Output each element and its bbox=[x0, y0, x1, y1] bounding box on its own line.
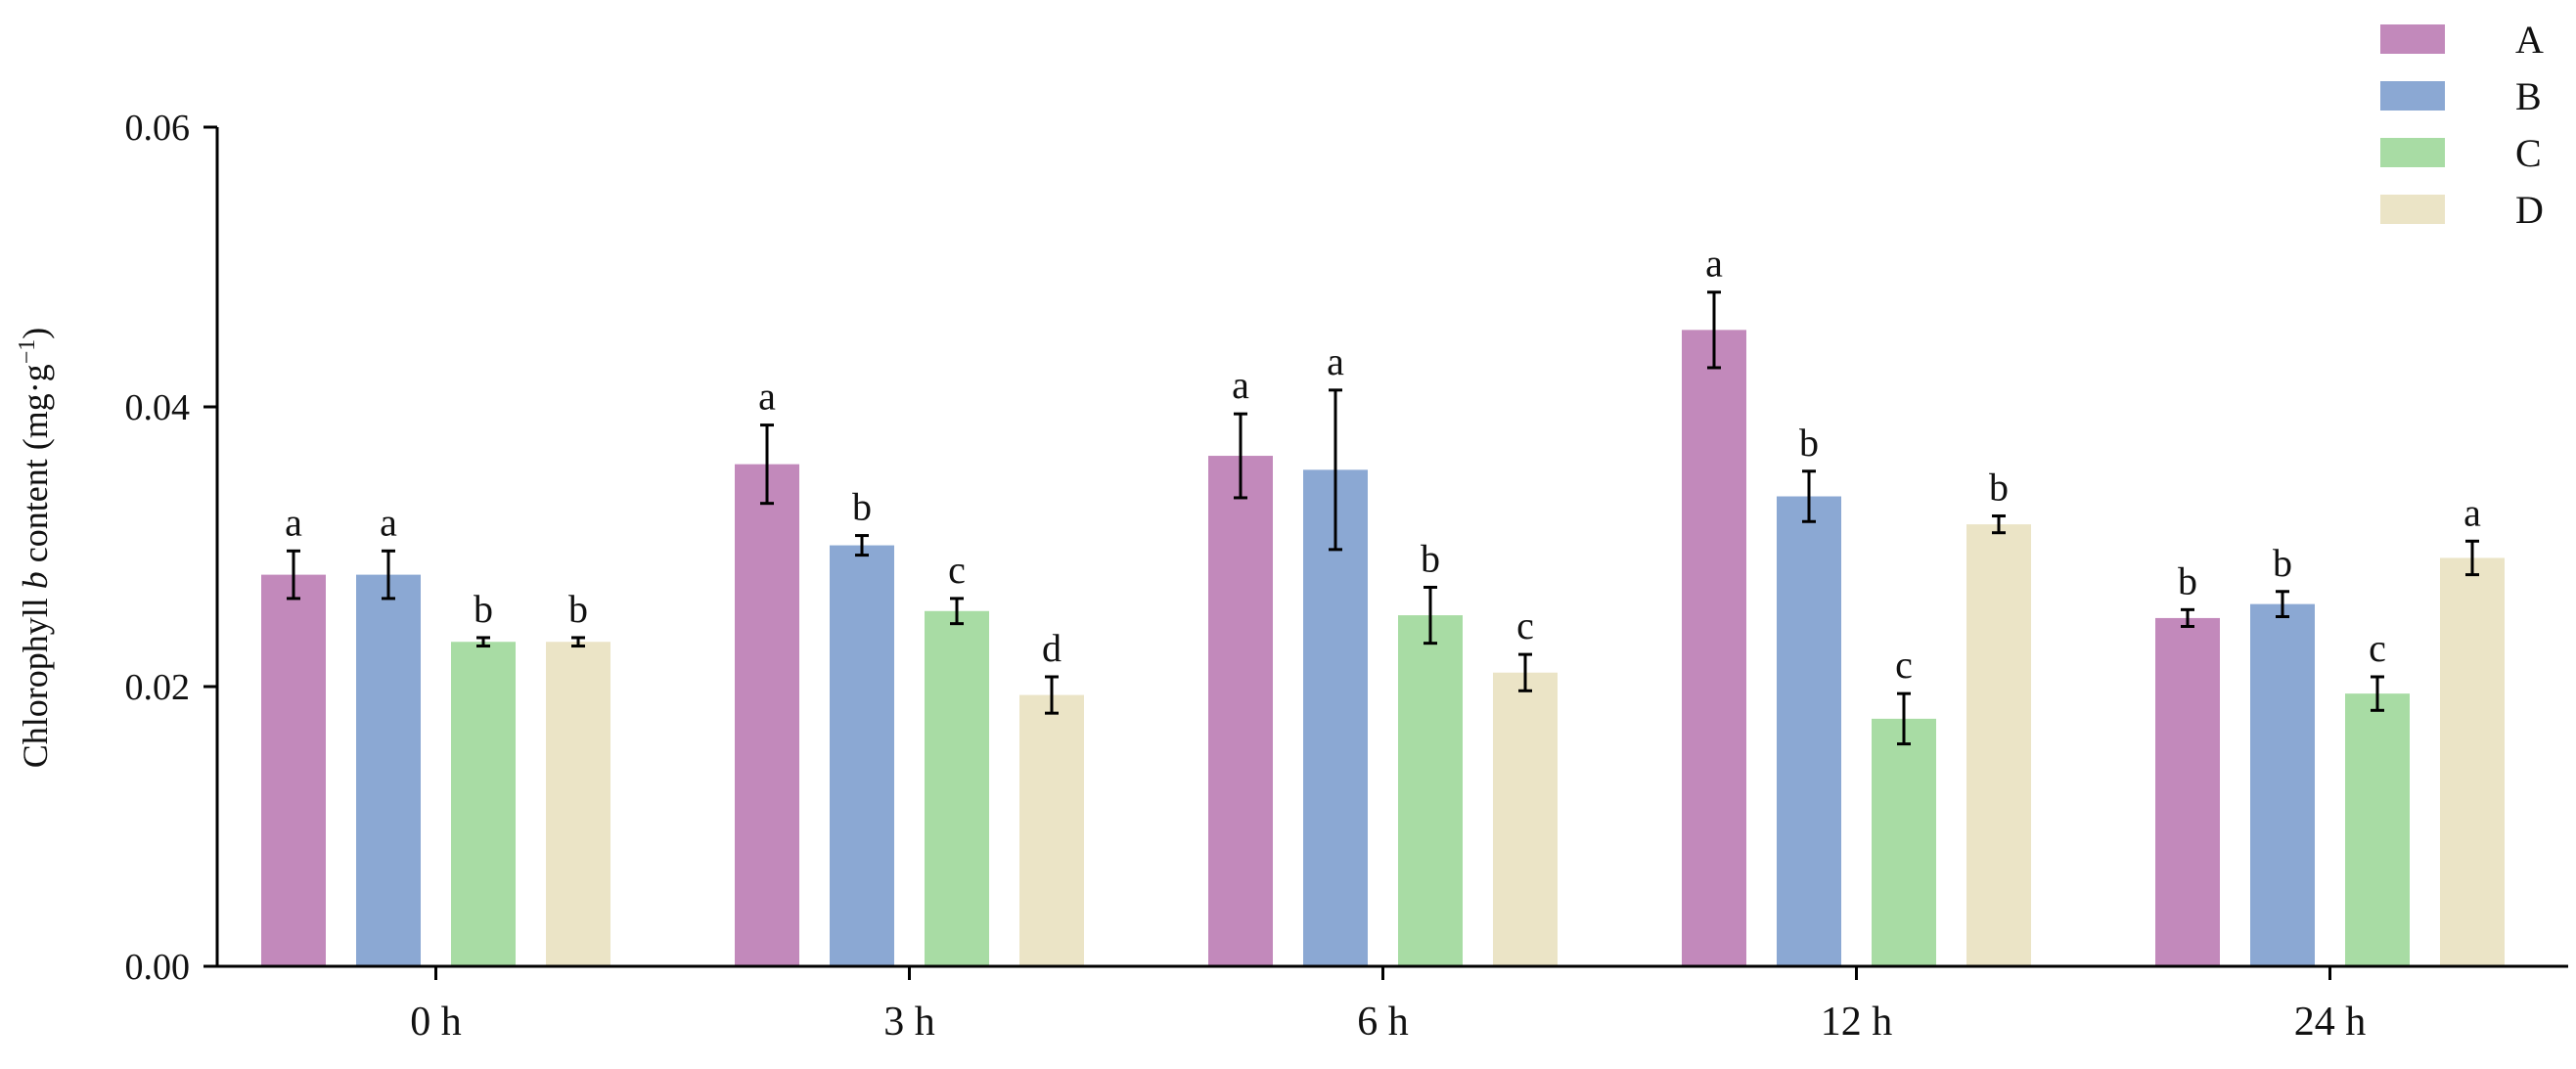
bar-b bbox=[1303, 469, 1368, 966]
significance-label: b bbox=[852, 485, 872, 529]
bar-c bbox=[1398, 615, 1463, 966]
significance-label: c bbox=[1516, 603, 1534, 647]
x-tick-label: 6 h bbox=[1357, 1000, 1409, 1045]
bar-a bbox=[2155, 617, 2220, 966]
bar-a bbox=[1682, 330, 1746, 967]
y-tick-label: 0.00 bbox=[125, 947, 191, 988]
legend-swatch-d bbox=[2380, 195, 2445, 224]
significance-label: a bbox=[1327, 339, 1344, 383]
x-tick-label: 24 h bbox=[2294, 1000, 2367, 1045]
y-axis-title: Chlorophyll b content (mg·g−1) bbox=[15, 328, 55, 769]
y-tick-label: 0.02 bbox=[125, 667, 191, 708]
significance-label: b bbox=[1421, 536, 1440, 580]
bars-layer bbox=[261, 330, 2505, 967]
bar-c bbox=[2345, 693, 2410, 966]
significance-label: b bbox=[568, 587, 588, 631]
significance-labels-layer: a a b b a b c d a a b c a b c b b b c a bbox=[285, 242, 2481, 687]
error-bars-layer bbox=[287, 290, 2479, 746]
bar-d bbox=[1019, 694, 1084, 966]
y-axis-title-part-2: b bbox=[16, 571, 55, 589]
legend-swatch-a bbox=[2380, 24, 2445, 54]
significance-label: a bbox=[2463, 490, 2481, 534]
legend-label-a: A bbox=[2515, 18, 2544, 62]
x-tick-label: 3 h bbox=[883, 1000, 935, 1045]
significance-label: a bbox=[758, 375, 776, 419]
y-axis-title-part-1: Chlorophyll bbox=[16, 589, 55, 768]
bar-d bbox=[2440, 557, 2505, 966]
significance-label: c bbox=[1895, 643, 1913, 687]
bar-a bbox=[261, 574, 326, 966]
bar-b bbox=[1777, 496, 1841, 966]
bar-c bbox=[925, 610, 989, 966]
bar-a bbox=[735, 464, 799, 966]
significance-label: a bbox=[285, 500, 302, 544]
bar-c bbox=[1872, 718, 1936, 966]
legend-swatch-c bbox=[2380, 138, 2445, 167]
y-axis-title-part-5: ) bbox=[16, 328, 55, 339]
bar-d bbox=[1966, 524, 2031, 966]
axes-layer bbox=[215, 127, 2568, 968]
y-tick-label: 0.06 bbox=[125, 108, 191, 149]
legend-label-c: C bbox=[2515, 131, 2542, 175]
y-axis-title-superscript: −1 bbox=[15, 339, 40, 365]
bar-b bbox=[356, 574, 421, 966]
significance-label: c bbox=[2369, 626, 2386, 670]
significance-label: b bbox=[2178, 558, 2197, 602]
significance-label: a bbox=[1232, 363, 1249, 407]
y-axis-title-part-3: content (mg·g bbox=[16, 364, 55, 571]
significance-label: b bbox=[474, 587, 493, 631]
significance-label: a bbox=[1705, 242, 1723, 286]
x-tick-label: 12 h bbox=[1821, 1000, 1893, 1045]
bar-d bbox=[546, 642, 610, 966]
significance-label: b bbox=[1799, 421, 1819, 465]
y-tick-label: 0.04 bbox=[125, 387, 191, 428]
significance-label: a bbox=[380, 500, 397, 544]
legend-label-d: D bbox=[2515, 188, 2544, 232]
bar-a bbox=[1208, 456, 1273, 966]
significance-label: d bbox=[1042, 626, 1062, 670]
significance-label: b bbox=[2273, 541, 2292, 585]
y-ticks-layer: 0.00 0.02 0.04 0.06 bbox=[125, 108, 217, 988]
x-tick-label: 0 h bbox=[410, 1000, 462, 1045]
legend-label-b: B bbox=[2515, 74, 2542, 118]
significance-label: b bbox=[1989, 466, 2009, 510]
bar-b bbox=[2250, 603, 2315, 966]
bar-b bbox=[830, 545, 894, 966]
bar-d bbox=[1493, 672, 1558, 966]
legend-swatch-b bbox=[2380, 81, 2445, 111]
bar-c bbox=[451, 642, 516, 966]
x-tick-labels-layer: 0 h 3 h 6 h 12 h 24 h bbox=[410, 966, 2366, 1045]
significance-label: c bbox=[948, 548, 966, 592]
